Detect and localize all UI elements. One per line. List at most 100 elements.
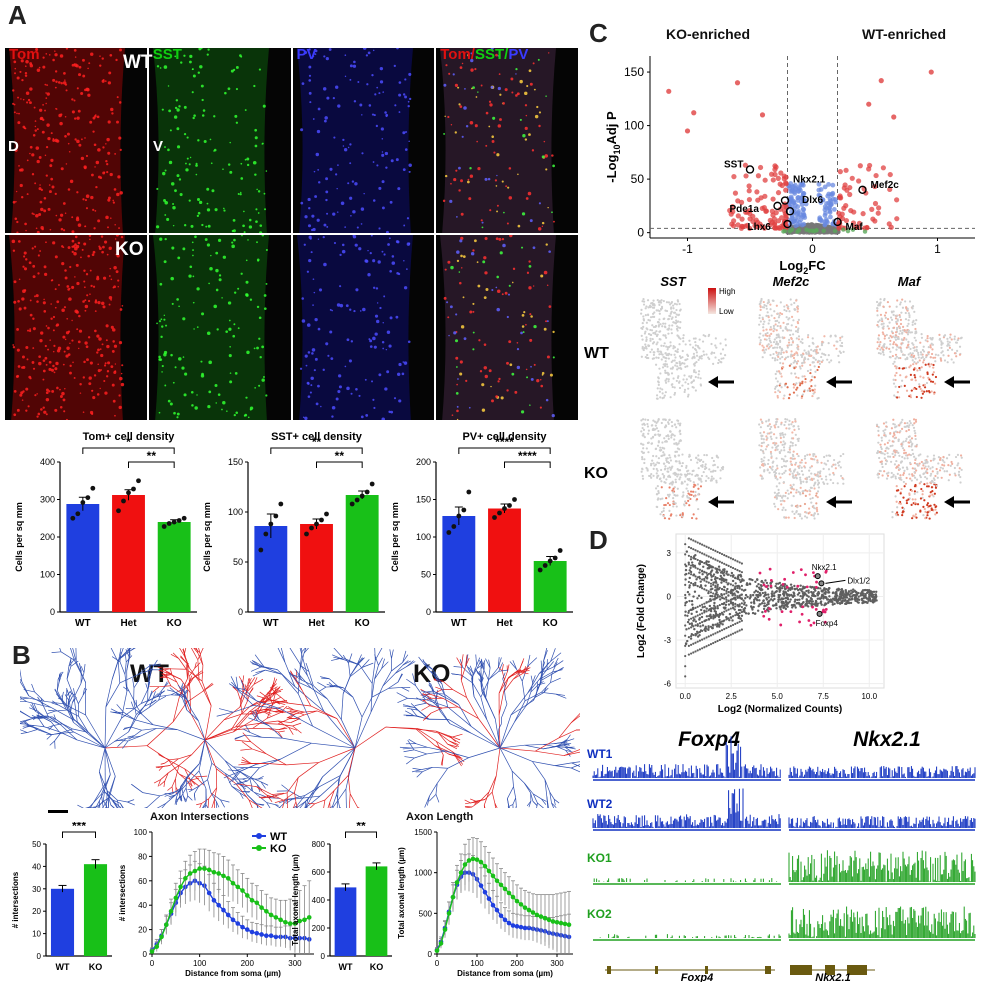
umap-cell <box>700 474 704 478</box>
umap-cell <box>927 376 930 379</box>
neurite <box>144 702 152 707</box>
neurite <box>242 778 248 782</box>
neurite <box>231 681 241 691</box>
neurite <box>163 780 166 787</box>
sig-point <box>856 220 863 226</box>
sig-point <box>769 208 775 214</box>
neurite <box>256 700 281 710</box>
neurite <box>197 648 204 660</box>
umap-cell <box>890 318 894 321</box>
bar-het <box>488 508 521 612</box>
neurite <box>452 689 467 698</box>
point-ko <box>168 909 174 914</box>
umap-cell <box>774 505 777 508</box>
neurite <box>421 705 430 711</box>
neurite <box>348 793 351 808</box>
umap-cell <box>917 353 920 356</box>
neurite <box>149 691 154 698</box>
umap-cell <box>953 352 957 355</box>
umap-cell <box>651 435 655 438</box>
umap-cell <box>683 480 686 483</box>
umap-cell <box>903 328 906 332</box>
neurite <box>186 668 203 682</box>
sig-point <box>872 200 879 207</box>
umap-cell <box>663 440 667 443</box>
neurite <box>403 749 415 753</box>
neurite <box>181 689 185 694</box>
umap-cell <box>644 307 647 310</box>
neurite <box>70 648 75 661</box>
neurite <box>234 734 246 740</box>
neurite <box>271 792 284 795</box>
umap-cell <box>669 456 672 459</box>
neurite <box>301 648 306 652</box>
neurite <box>530 684 538 693</box>
neurite <box>319 779 339 797</box>
neurite <box>472 682 482 698</box>
umap-cell <box>685 473 688 477</box>
umap-cell <box>930 390 933 393</box>
umap-cell <box>793 301 796 305</box>
umap-cell <box>907 329 910 332</box>
umap-cell <box>894 353 898 356</box>
umap-cell <box>777 355 780 358</box>
umap-cell <box>784 382 788 385</box>
neurite <box>451 673 462 676</box>
neurite <box>271 792 288 797</box>
umap-cell <box>764 448 767 451</box>
umap-cell <box>759 332 762 335</box>
neurite <box>149 699 159 708</box>
umap-cell <box>641 457 644 461</box>
umap-cell <box>662 514 665 518</box>
umap-cell <box>778 372 782 375</box>
umap-cell <box>677 422 680 425</box>
umap-cell <box>663 437 666 440</box>
neurite <box>528 801 532 808</box>
umap-gene-title: SST <box>660 274 686 289</box>
umap-cell <box>939 357 942 361</box>
significance-bracket <box>62 831 96 838</box>
umap-cell <box>932 371 935 374</box>
neurite <box>256 786 273 795</box>
umap-cell <box>783 358 787 361</box>
umap-cell <box>788 393 791 396</box>
sig-point <box>769 219 775 225</box>
neurite <box>62 700 69 708</box>
umap-cell <box>765 345 769 348</box>
neurite <box>67 699 69 711</box>
umap-cell <box>811 337 814 340</box>
point-wt <box>221 907 226 913</box>
significance-bracket <box>504 461 551 468</box>
umap-cell <box>927 363 930 366</box>
umap-cell <box>817 486 820 489</box>
umap-cell <box>646 441 650 445</box>
umap-cell <box>665 460 669 464</box>
umap-cell <box>672 497 675 500</box>
umap-cell <box>924 339 927 342</box>
umap-cell <box>792 391 796 394</box>
neurite <box>73 718 88 734</box>
micrograph-tissue <box>296 48 413 233</box>
umap-cell <box>651 428 654 432</box>
neurite <box>303 648 309 654</box>
umap-cell <box>912 387 915 390</box>
umap-cell <box>901 329 905 332</box>
umap-cell <box>892 326 896 329</box>
neurite <box>104 717 122 749</box>
arrow-icon-head <box>826 376 836 388</box>
neurite <box>198 770 207 789</box>
umap-cell <box>696 461 699 464</box>
umap-cell <box>771 299 774 302</box>
umap-cell <box>656 341 659 344</box>
y-tick-label: 200 <box>40 532 55 542</box>
umap-cell <box>839 336 842 339</box>
neurite <box>565 747 572 752</box>
neurite <box>158 766 164 771</box>
umap-row-label: WT <box>584 345 609 362</box>
umap-cell <box>668 418 671 422</box>
umap-cell <box>836 461 840 465</box>
umap-cell <box>790 372 793 375</box>
point-ko <box>562 921 568 927</box>
umap-cell <box>791 354 794 358</box>
neurite <box>356 654 362 665</box>
